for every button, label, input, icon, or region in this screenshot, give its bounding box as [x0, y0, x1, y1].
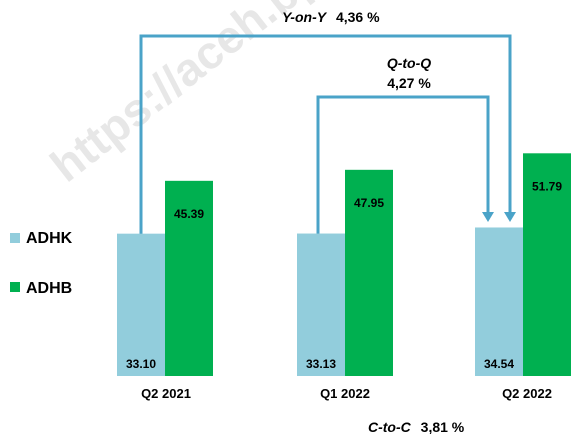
tick-label-q2-2022: Q2 2022 [502, 386, 552, 401]
bar-adhk-q2-2022 [475, 227, 523, 376]
ctc-label: C-to-C [368, 419, 412, 434]
bar-adhb-q2-2022 [523, 153, 571, 376]
tick-label-q1-2022: Q1 2022 [320, 386, 370, 401]
bar-adhb-q2-2021 [165, 180, 213, 376]
data-label-adhk-q1-2022: 33.13 [306, 357, 336, 371]
legend-label-adhb: ADHB [26, 280, 72, 297]
yoy-arrow-line [139, 34, 512, 234]
bar-adhb-q1-2022 [345, 169, 393, 376]
yoy-arrow-head [504, 212, 516, 222]
data-label-adhb-q2-2021: 45.39 [174, 207, 204, 221]
yoy-value: 4,36 % [336, 9, 380, 25]
qtq-label: Q-to-Q [387, 55, 431, 71]
legend-swatch-adhb [10, 282, 20, 292]
bar-adhk-q2-2021 [117, 233, 165, 376]
ctc-value: 3,81 % [421, 419, 465, 434]
bar-adhk-q1-2022 [297, 233, 345, 376]
legend-swatch-adhk [10, 233, 20, 243]
tick-label-q2-2021: Q2 2021 [141, 386, 191, 401]
qtq-arrow-line [316, 95, 490, 234]
data-label-adhb-q2-2022: 51.79 [532, 179, 562, 193]
legend-label-adhk: ADHK [26, 230, 73, 247]
ctc-annotation: C-to-C 3,81 % [368, 419, 465, 434]
yoy-annotation: Y-on-Y 4,36 % [282, 9, 380, 25]
yoy-label: Y-on-Y [282, 9, 328, 25]
qtq-arrow-head [482, 212, 494, 222]
qtq-value: 4,27 % [387, 75, 431, 91]
data-label-adhk-q2-2022: 34.54 [484, 357, 514, 371]
data-label-adhb-q1-2022: 47.95 [354, 196, 384, 210]
data-label-adhk-q2-2021: 33.10 [126, 357, 156, 371]
bars-group: 33.10 33.13 34.54 45.39 47.95 51.79 [117, 153, 571, 376]
